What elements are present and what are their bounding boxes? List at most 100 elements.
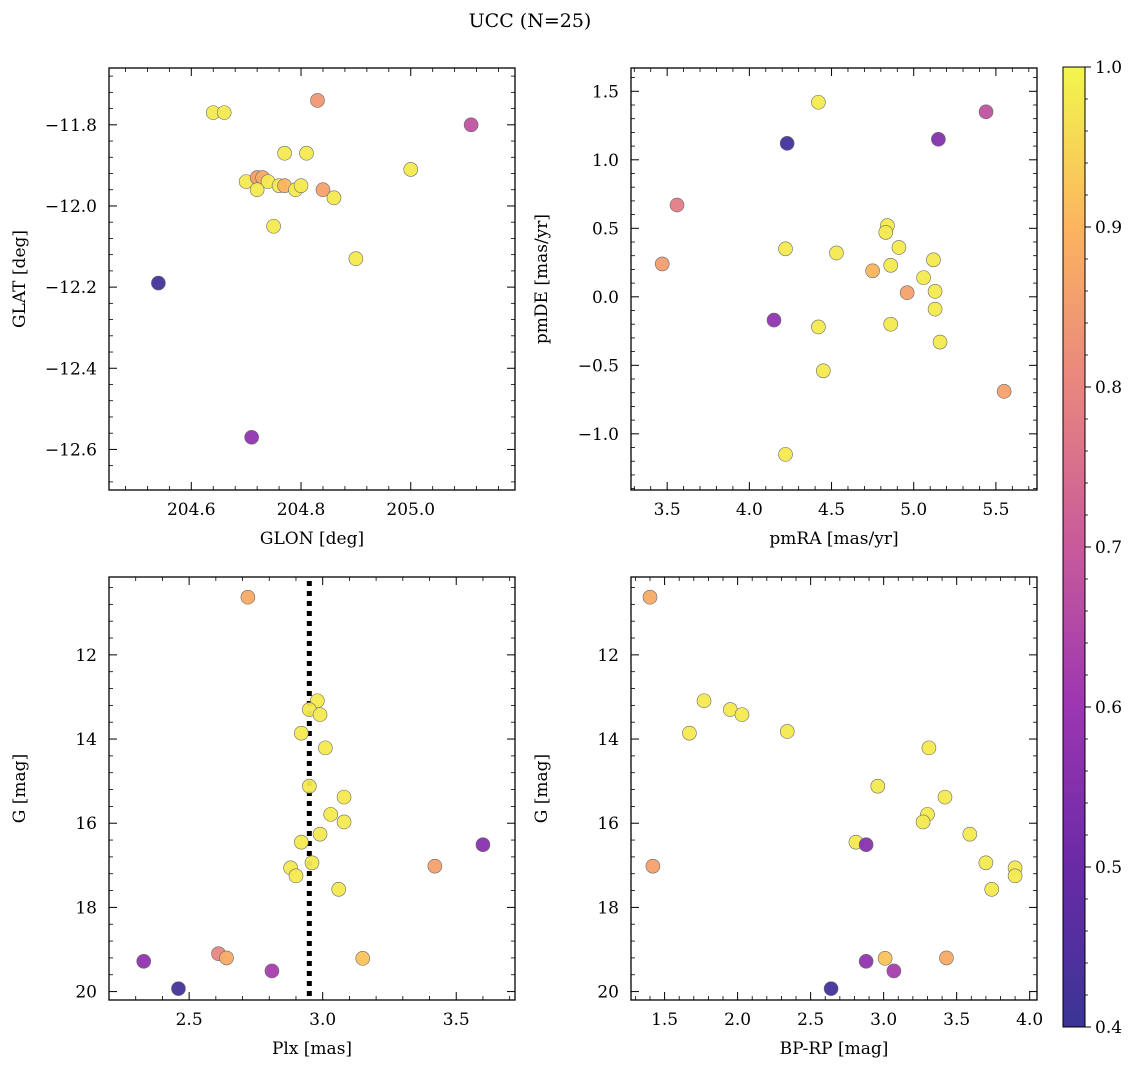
y-tick-label: −0.5 xyxy=(578,356,619,376)
panel-pmra-pmde: pmRA [mas/yr] pmDE [mas/yr] 3.5 4.0 4.5 5.0… xyxy=(532,67,1038,549)
x-tick-label: 5.0 xyxy=(900,500,927,520)
scatter-point xyxy=(811,319,826,335)
scatter-point xyxy=(937,789,953,805)
scatter-point xyxy=(427,858,443,874)
scatter-points xyxy=(642,589,1023,996)
colorbar: 0.4 0.5 0.6 0.7 0.8 0.9 1.0 xyxy=(1062,58,1122,1038)
scatter-point xyxy=(475,837,491,852)
scatter-point xyxy=(891,240,907,255)
scatter-point xyxy=(240,589,256,605)
scatter-point xyxy=(315,182,331,198)
scatter-point xyxy=(304,855,320,871)
x-tick-label: 4.0 xyxy=(1016,1010,1043,1030)
figure-title: UCC (N=25) xyxy=(469,10,592,32)
scatter-point xyxy=(348,251,364,267)
scatter-point xyxy=(216,105,232,120)
scatter-point xyxy=(403,162,419,177)
scatter-point xyxy=(264,963,280,979)
scatter-point xyxy=(734,707,750,722)
ticks xyxy=(631,68,1037,490)
x-tick-label: 204.8 xyxy=(277,500,326,520)
ticks xyxy=(109,68,515,490)
x-tick-label: 1.5 xyxy=(651,1010,678,1030)
x-tick-label: 3.5 xyxy=(654,500,681,520)
scatter-point xyxy=(939,950,954,966)
y-tick-label: 16 xyxy=(597,814,619,834)
scatter-point xyxy=(996,384,1012,399)
y-tick-label: −12.4 xyxy=(45,359,97,379)
axes-frame xyxy=(630,576,1038,1001)
x-tick-label: 4.5 xyxy=(818,500,845,520)
y-tick-label: 18 xyxy=(597,898,619,918)
x-axis-label: GLON [deg] xyxy=(260,529,364,549)
x-tick-label: 3.0 xyxy=(309,1010,336,1030)
colorbar-tick-label: 0.7 xyxy=(1095,538,1122,558)
scatter-point xyxy=(312,826,328,842)
scatter-point xyxy=(779,724,795,739)
scatter-point xyxy=(136,953,152,969)
scatter-point xyxy=(293,178,309,193)
y-tick-label: 14 xyxy=(597,730,619,750)
colorbar-tick-label: 0.5 xyxy=(1095,858,1122,878)
y-tick-label: 1.5 xyxy=(592,82,619,102)
scatter-point xyxy=(883,316,899,332)
x-tick-label: 3.0 xyxy=(870,1010,897,1030)
scatter-point xyxy=(926,252,941,268)
scatter-point xyxy=(266,218,281,234)
scatter-point xyxy=(294,725,309,741)
y-tick-label: −12.2 xyxy=(45,278,97,298)
scatter-point xyxy=(984,882,1000,897)
x-tick-label: 4.0 xyxy=(736,500,763,520)
y-tick-label: −1.0 xyxy=(578,425,619,445)
scatter-point xyxy=(883,257,899,273)
y-tick-label: −12.0 xyxy=(45,197,97,217)
y-tick-label: 20 xyxy=(597,983,619,1003)
axes-frame xyxy=(108,576,516,1001)
x-tick-label: 2.5 xyxy=(176,1010,203,1030)
y-axis-label: pmDE [mas/yr] xyxy=(532,214,552,344)
y-tick-label: 0.5 xyxy=(592,219,619,239)
scatter-point xyxy=(318,740,333,756)
y-tick-label: −11.8 xyxy=(45,116,97,136)
scatter-point xyxy=(811,94,826,110)
y-tick-label: 12 xyxy=(597,646,619,666)
ticks xyxy=(631,577,1037,1000)
scatter-point xyxy=(962,826,978,842)
scatter-point xyxy=(669,197,685,213)
scatter-point xyxy=(978,855,994,871)
scatter-point xyxy=(816,363,831,379)
scatter-point xyxy=(336,814,352,830)
scatter-point xyxy=(858,837,874,852)
scatter-point xyxy=(778,447,793,462)
x-tick-label: 3.5 xyxy=(943,1010,970,1030)
scatter-point xyxy=(1007,868,1023,884)
scatter-points xyxy=(654,94,1012,462)
scatter-point xyxy=(331,882,347,897)
scatter-point xyxy=(294,834,309,850)
colorbar-tick-label: 0.9 xyxy=(1095,218,1122,238)
y-axis-label: G [mag] xyxy=(532,754,552,823)
scatter-point xyxy=(932,334,948,350)
scatter-point xyxy=(312,707,328,722)
scatter-point xyxy=(277,145,292,161)
x-tick-label: 204.6 xyxy=(167,500,216,520)
scatter-point xyxy=(779,136,795,151)
x-tick-label: 205.0 xyxy=(386,500,435,520)
axes-frame xyxy=(630,67,1038,491)
scatter-point xyxy=(916,270,931,285)
panel-glon-glat: GLON [deg] GLAT [deg] 204.6 204.8 205.0 −11… xyxy=(10,67,516,549)
scatter-point xyxy=(355,951,371,966)
panel-bprp-g: BP-RP [mag] G [mag] 1.5 2.0 2.5 3.0 3.5 4.0 12… xyxy=(532,576,1043,1059)
y-tick-label: 12 xyxy=(75,646,97,666)
x-tick-label: 2.0 xyxy=(724,1010,751,1030)
x-axis-label: pmRA [mas/yr] xyxy=(769,529,898,549)
scatter-point xyxy=(778,241,793,257)
y-tick-label: −12.6 xyxy=(45,440,97,460)
scatter-point xyxy=(978,104,994,120)
scatter-point xyxy=(310,93,325,108)
scatter-point xyxy=(171,981,186,996)
colorbar-tick-label: 0.8 xyxy=(1095,378,1122,398)
scatter-point xyxy=(829,245,844,261)
scatter-point xyxy=(927,284,943,299)
